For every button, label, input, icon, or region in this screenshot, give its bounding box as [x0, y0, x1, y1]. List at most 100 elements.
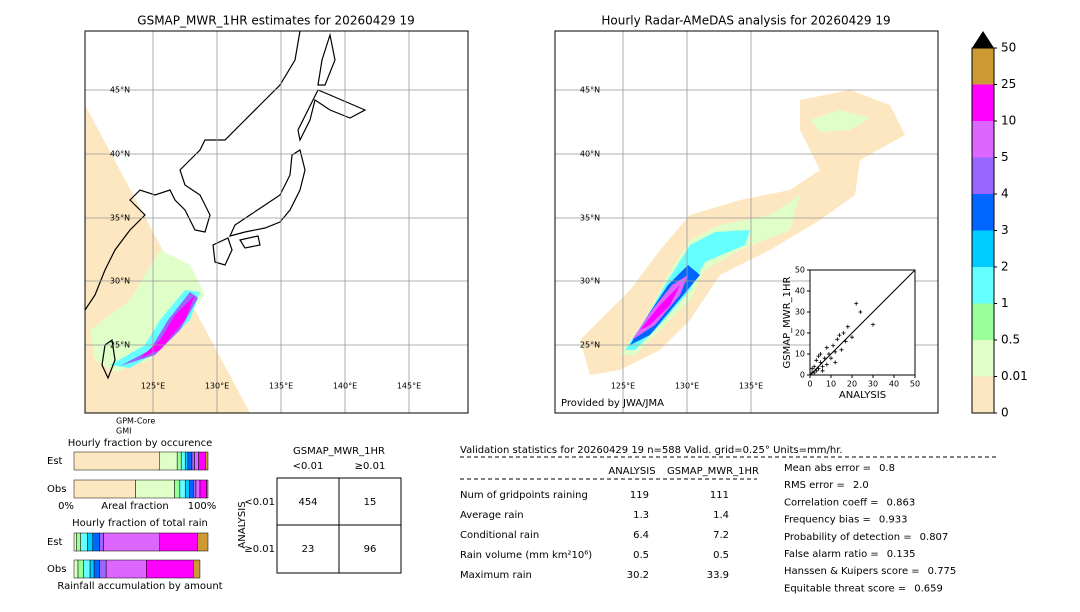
- fraction-segment: [80, 532, 88, 552]
- row-label: Obs: [47, 564, 66, 575]
- score-value: 0.135: [887, 549, 916, 560]
- scatter-point: [850, 335, 854, 340]
- score-label: Correlation coeff =: [784, 497, 879, 508]
- row-label: Est: [47, 456, 63, 467]
- score-label: Hanssen & Kuipers score =: [784, 566, 920, 577]
- lat-label: 40°N: [580, 150, 600, 159]
- scatter-point: [816, 366, 821, 371]
- lat-label: 25°N: [580, 341, 600, 350]
- scatter-point: [854, 301, 859, 306]
- sensor-name: GMI: [116, 427, 131, 436]
- colorbar-label: 4: [1001, 187, 1009, 201]
- colorbar-segment: [972, 48, 994, 85]
- lon-label: 145°E: [397, 382, 421, 391]
- lon-label: 140°E: [333, 382, 357, 391]
- fraction-segment: [197, 532, 209, 552]
- colorbar-label: 5: [1001, 150, 1009, 164]
- scatter-point: [818, 352, 823, 356]
- table-cell: 96: [364, 544, 377, 555]
- scatter-point: [820, 368, 825, 373]
- lon-label: 135°E: [269, 382, 293, 391]
- colorbar-label: 0.5: [1001, 333, 1020, 347]
- colorbar-segment: [972, 121, 994, 158]
- scatter-point: [812, 370, 817, 375]
- colorbar-label: 0: [1001, 406, 1009, 420]
- fraction-segment: [135, 479, 175, 499]
- scatter-point: [841, 331, 846, 335]
- fraction-segment: [191, 451, 195, 471]
- fraction-segment: [83, 559, 91, 579]
- fraction-segment: [193, 559, 201, 579]
- stat-label: Conditional rain: [460, 530, 539, 541]
- colorbar-segment: [972, 376, 994, 413]
- colorbar-segment: [972, 267, 994, 304]
- fraction-segment: [193, 479, 197, 499]
- satellite-name: GPM-Core: [116, 417, 155, 426]
- score-value: 2.0: [853, 480, 869, 491]
- fraction-segment: [99, 532, 104, 552]
- scatter-point: [812, 364, 817, 369]
- colorbar-segment: [972, 84, 994, 121]
- scatter-point: [824, 362, 829, 367]
- table-cell: 23: [302, 544, 315, 555]
- scatter-point: [871, 322, 875, 327]
- scatter-point: [822, 356, 827, 361]
- lat-label: 25°N: [110, 341, 130, 350]
- axis-label: Areal fraction: [101, 501, 168, 512]
- map-border: [554, 30, 939, 414]
- fraction-segment: [188, 479, 194, 499]
- row-label: Obs: [47, 484, 66, 495]
- fraction-segment: [195, 479, 201, 499]
- scatter-point: [835, 337, 840, 342]
- row-header: <0.01: [244, 497, 275, 508]
- fraction-footer: Rainfall accumulation by amount: [57, 581, 222, 592]
- x-tick-label: 40: [889, 380, 899, 389]
- lat-label: 35°N: [580, 214, 600, 223]
- stat-value: 33.9: [707, 570, 729, 581]
- x-tick-label: 30: [868, 380, 878, 389]
- right-map: 45°N 40°N 35°N 30°N 25°N 125°E 130°E 135°E: [554, 30, 939, 414]
- fraction-segment: [159, 532, 198, 552]
- scatter-point: [820, 364, 825, 369]
- colorbar-segment: [972, 157, 994, 194]
- stat-value: 1.3: [633, 510, 649, 521]
- stat-value: 0.5: [633, 550, 649, 561]
- fraction-segment: [77, 559, 84, 579]
- lon-label: 125°E: [141, 382, 165, 391]
- fraction-segment: [184, 451, 189, 471]
- stat-value: 1.4: [713, 510, 729, 521]
- fraction-segment: [99, 559, 107, 579]
- fraction-segment: [184, 479, 190, 499]
- fraction-segment: [179, 479, 186, 499]
- score-value: 0.863: [887, 497, 916, 508]
- scatter-point: [858, 310, 863, 314]
- scatter-point: [816, 354, 821, 359]
- lat-label: 35°N: [110, 214, 130, 223]
- colorbar-segment: [972, 340, 994, 377]
- scatter-point: [814, 368, 819, 373]
- credit: Provided by JWA/JMA: [561, 398, 664, 409]
- y-tick-label: 10: [795, 350, 805, 359]
- fraction-segment: [87, 532, 94, 552]
- stat-value: 111: [710, 490, 729, 501]
- fraction-segment: [93, 559, 100, 579]
- colorbar-segment: [972, 230, 994, 267]
- scatter-point: [818, 360, 823, 365]
- score-label: Probability of detection =: [784, 532, 912, 543]
- stat-value: 119: [630, 490, 649, 501]
- colorbar-label: 10: [1001, 114, 1016, 128]
- fraction-segment: [176, 451, 182, 471]
- scatter-point: [839, 347, 844, 352]
- scatter-point: [824, 345, 829, 350]
- stat-value: 6.4: [633, 530, 649, 541]
- scatter-point: [826, 352, 831, 356]
- right-map-title: Hourly Radar-AMeDAS analysis for 2026042…: [601, 14, 890, 28]
- scatter-point: [837, 333, 842, 338]
- table-cell: 15: [364, 497, 377, 508]
- colorbar-segment: [972, 194, 994, 231]
- fraction-segment: [105, 559, 147, 579]
- colorbar-extend: [972, 31, 994, 48]
- row-axis: ANALYSIS: [237, 501, 248, 548]
- row-header: ≥0.01: [244, 544, 275, 555]
